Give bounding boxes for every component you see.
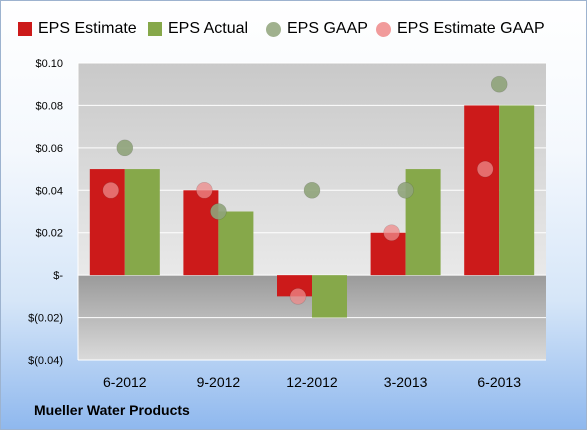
legend-swatch bbox=[266, 21, 281, 37]
marker-eps-estimate-gaap bbox=[289, 288, 307, 305]
bar-eps-estimate bbox=[183, 190, 219, 276]
legend-item-eps-estimate-gaap: EPS Estimate GAAP bbox=[376, 15, 545, 43]
company-name: Mueller Water Products bbox=[34, 402, 190, 418]
legend-swatch bbox=[148, 22, 162, 36]
legend-label: EPS Estimate bbox=[38, 20, 137, 37]
legend-swatch bbox=[18, 22, 32, 36]
bar-eps-actual bbox=[499, 105, 535, 276]
marker-eps-gaap bbox=[210, 203, 227, 220]
legend: EPS Estimate EPS Actual EPS GAAP EPS Estima… bbox=[1, 15, 586, 43]
marker-eps-gaap bbox=[303, 181, 321, 199]
legend-item-eps-estimate: EPS Estimate bbox=[18, 15, 137, 43]
x-tick-label: 6-2012 bbox=[103, 374, 147, 390]
bar-eps-actual bbox=[312, 275, 347, 318]
marker-eps-gaap bbox=[397, 181, 414, 199]
bar-eps-actual bbox=[218, 211, 254, 276]
marker-eps-gaap bbox=[116, 139, 134, 157]
marker-eps-estimate-gaap bbox=[383, 224, 400, 242]
x-tick-label: 6-2013 bbox=[477, 374, 521, 390]
marker-eps-estimate-gaap bbox=[476, 160, 494, 178]
legend-item-eps-actual: EPS Actual bbox=[148, 15, 248, 43]
legend-label: EPS Estimate GAAP bbox=[397, 20, 545, 37]
y-tick-label: $0.06 bbox=[35, 143, 63, 155]
bar-eps-estimate bbox=[464, 105, 500, 276]
x-tick-label: 3-2013 bbox=[384, 374, 428, 390]
x-tick-label: 12-2012 bbox=[286, 374, 338, 390]
y-tick-label: $0.04 bbox=[35, 185, 63, 197]
x-tick-label: 9-2012 bbox=[197, 374, 241, 390]
y-tick-label: $- bbox=[53, 270, 63, 282]
legend-swatch bbox=[376, 21, 391, 37]
legend-item-eps-gaap: EPS GAAP bbox=[266, 15, 368, 43]
legend-label: EPS GAAP bbox=[287, 20, 368, 37]
legend-label: EPS Actual bbox=[168, 20, 249, 37]
y-tick-label: $0.08 bbox=[35, 100, 63, 112]
marker-eps-gaap bbox=[490, 75, 508, 93]
marker-eps-estimate-gaap bbox=[102, 181, 120, 199]
y-tick-label: $(0.04) bbox=[28, 355, 63, 367]
y-tick-label: $0.02 bbox=[35, 228, 63, 240]
marker-eps-estimate-gaap bbox=[196, 181, 213, 199]
bar-eps-actual bbox=[124, 169, 160, 276]
y-tick-label: $(0.02) bbox=[28, 313, 63, 325]
y-tick-label: $0.10 bbox=[35, 58, 63, 70]
